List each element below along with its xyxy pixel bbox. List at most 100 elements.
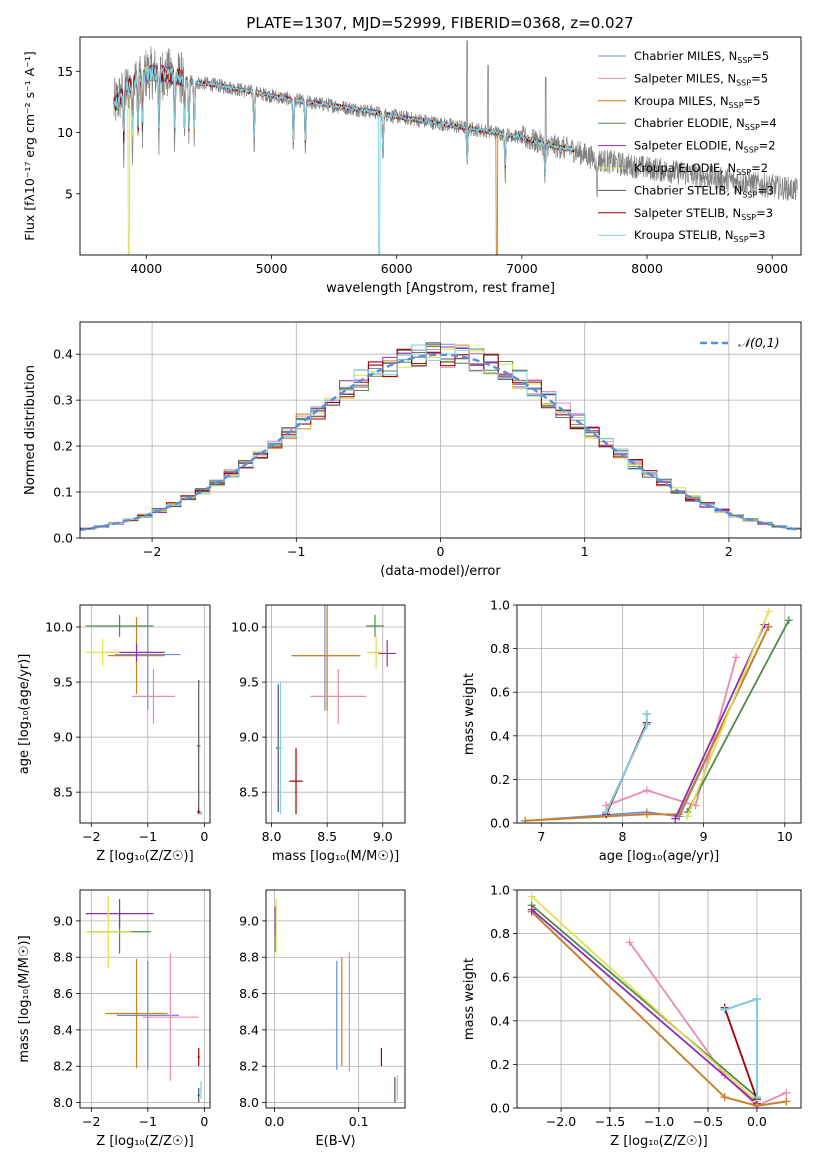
weight-marker-salpeter-elodie <box>527 905 536 914</box>
plot-area <box>521 607 793 823</box>
x-axis-label: Z [log₁₀(Z/Z☉)] <box>96 849 193 864</box>
y-tick-label: 1.0 <box>490 598 510 613</box>
weight-marker-kroupa-stelib <box>602 808 611 817</box>
x-tick-label: 5000 <box>256 261 288 276</box>
y-tick-label: 10.0 <box>231 620 259 635</box>
weight-line-salpeter-miles <box>605 657 737 807</box>
x-axis-label: E(B-V) <box>315 1134 355 1149</box>
legend-label-tail: =3 <box>749 228 766 242</box>
weight-marker-kroupa-elodie <box>527 892 536 901</box>
legend-label-tail: =5 <box>751 71 768 85</box>
weight-line-kroupa-elodie <box>686 611 770 817</box>
weight-marker-kroupa-miles <box>521 816 530 823</box>
y-axis-label: Normed distribution <box>23 365 38 495</box>
legend-label-tail: =4 <box>760 116 777 130</box>
y-axis-label: mass [log₁₀(M/M☉)] <box>17 935 32 1062</box>
y-tick-label: 0.1 <box>53 485 73 500</box>
weight-line-kroupa-elodie <box>531 895 758 1103</box>
weight-marker-salpeter-elodie <box>671 814 680 823</box>
y-tick-label: 0.0 <box>490 816 510 831</box>
weight-marker-kroupa-miles <box>782 1097 791 1106</box>
legend-label-kroupa-stelib: Kroupa STELIB, NSSP=3 <box>634 228 765 244</box>
weight-line-salpeter-elodie <box>531 908 758 1105</box>
y-tick-label: 8.6 <box>239 986 259 1001</box>
y-tick-label: 0.0 <box>53 531 73 546</box>
x-tick-label: −0.5 <box>693 1114 723 1129</box>
y-tick-label: 8.8 <box>53 950 73 965</box>
legend-label-sub: SSP <box>734 235 749 244</box>
legend-label-tail: =5 <box>744 94 761 108</box>
y-tick-label: 0.2 <box>53 439 73 454</box>
weight-marker-kroupa-stelib <box>642 720 651 729</box>
y-axis-label: mass weight <box>462 673 477 755</box>
legend-label-sub: SSP <box>736 168 751 177</box>
y-tick-label: 8.0 <box>239 1095 259 1110</box>
y-tick-label: 8.8 <box>239 950 259 965</box>
weight-line-chabrier-elodie <box>686 619 790 813</box>
y-tick-label: 0.8 <box>490 926 510 941</box>
x-tick-label: 0 <box>200 1114 208 1129</box>
y-tick-label: 0.4 <box>53 347 73 362</box>
legend-label-main: Kroupa ELODIE, N <box>634 161 736 175</box>
normal-distribution-curve <box>80 353 801 532</box>
y-tick-label: 8.2 <box>53 1059 73 1074</box>
x-axis-label: mass [log₁₀(M/M☉)] <box>272 849 399 864</box>
x-tick-label: −1.0 <box>644 1114 674 1129</box>
weight-marker-salpeter-miles <box>732 653 741 662</box>
legend-label-chabrier-miles: Chabrier MILES, NSSP=5 <box>634 49 769 65</box>
legend-label-chabrier-stelib: Chabrier STELIB, NSSP=3 <box>634 183 774 199</box>
x-tick-label: 9.0 <box>373 829 393 844</box>
x-tick-label: 7000 <box>506 261 538 276</box>
x-tick-label: −1 <box>287 544 305 559</box>
axes-frame <box>265 889 406 1109</box>
y-axis-label: mass weight <box>462 958 477 1040</box>
figure-title: PLATE=1307, MJD=52999, FIBERID=0368, z=0… <box>246 14 633 32</box>
y-tick-label: 8.0 <box>53 1095 73 1110</box>
weight-line-salpeter-stelib <box>723 1007 758 1100</box>
weight-vs-metallicity-panel: −2.0 −1.5 −1.0 −0.5 0.0 0.0 0.2 0.4 0.6 0.8 1.0 Z [… <box>462 883 802 1149</box>
legend-label-main: Salpeter ELODIE, N <box>634 139 744 153</box>
x-tick-label: 0.1 <box>349 1114 369 1129</box>
x-tick-label: 4000 <box>130 261 162 276</box>
legend-label-main: Kroupa MILES, N <box>634 94 729 108</box>
x-tick-label: −1 <box>139 1114 157 1129</box>
axes-frame <box>265 604 406 824</box>
weight-marker-kroupa-stelib <box>752 1093 761 1102</box>
x-tick-label: 0.0 <box>264 1114 284 1129</box>
x-tick-label: −2 <box>82 1114 100 1129</box>
x-tick-label: 8 <box>619 829 627 844</box>
y-tick-label: 0.6 <box>490 685 510 700</box>
weight-marker-kroupa-stelib <box>720 1005 729 1014</box>
y-tick-label: 8.4 <box>239 1022 259 1037</box>
plot-area <box>527 892 791 1108</box>
x-axis-label: age [log₁₀(age/yr)] <box>599 849 720 864</box>
legend-label-salpeter-stelib: Salpeter STELIB, NSSP=3 <box>634 206 773 222</box>
y-tick-label: 0.8 <box>490 641 510 656</box>
x-tick-label: 2 <box>725 544 733 559</box>
plot-area <box>113 40 798 255</box>
legend-label-kroupa-miles: Kroupa MILES, NSSP=5 <box>634 94 760 110</box>
legend-label-main: Salpeter MILES, N <box>634 71 736 85</box>
weight-marker-chabrier-elodie <box>784 616 793 625</box>
x-tick-label: −2 <box>143 544 161 559</box>
y-tick-label: 0.2 <box>490 772 510 787</box>
legend-label-main: Chabrier MILES, N <box>634 49 737 63</box>
y-tick-label: 10.0 <box>45 620 73 635</box>
weight-line-chabrier-elodie <box>531 904 758 1098</box>
legend-label-sub: SSP <box>742 190 757 199</box>
weight-line-kroupa-miles <box>525 626 770 822</box>
legend-label-main: Chabrier STELIB, N <box>634 183 742 197</box>
y-tick-label: 0.6 <box>490 970 510 985</box>
legend-label-normal: 𝒩(0,1) <box>738 335 780 350</box>
y-tick-label: 8.4 <box>53 1022 73 1037</box>
y-tick-label: 1.0 <box>490 883 510 898</box>
legend-label-sub: SSP <box>741 213 756 222</box>
x-axis-label: (data-model)/error <box>380 564 501 579</box>
y-tick-label: 10 <box>57 125 73 140</box>
y-tick-label: 9.5 <box>53 675 73 690</box>
weight-vs-age-panel: 7 8 9 10 0.0 0.2 0.4 0.6 0.8 1.0 age [log₁₀(age/yr… <box>462 598 802 864</box>
x-tick-label: −2 <box>82 829 100 844</box>
axes-frame <box>79 889 211 1109</box>
x-tick-label: −2.0 <box>546 1114 576 1129</box>
x-tick-label: 7 <box>537 829 545 844</box>
